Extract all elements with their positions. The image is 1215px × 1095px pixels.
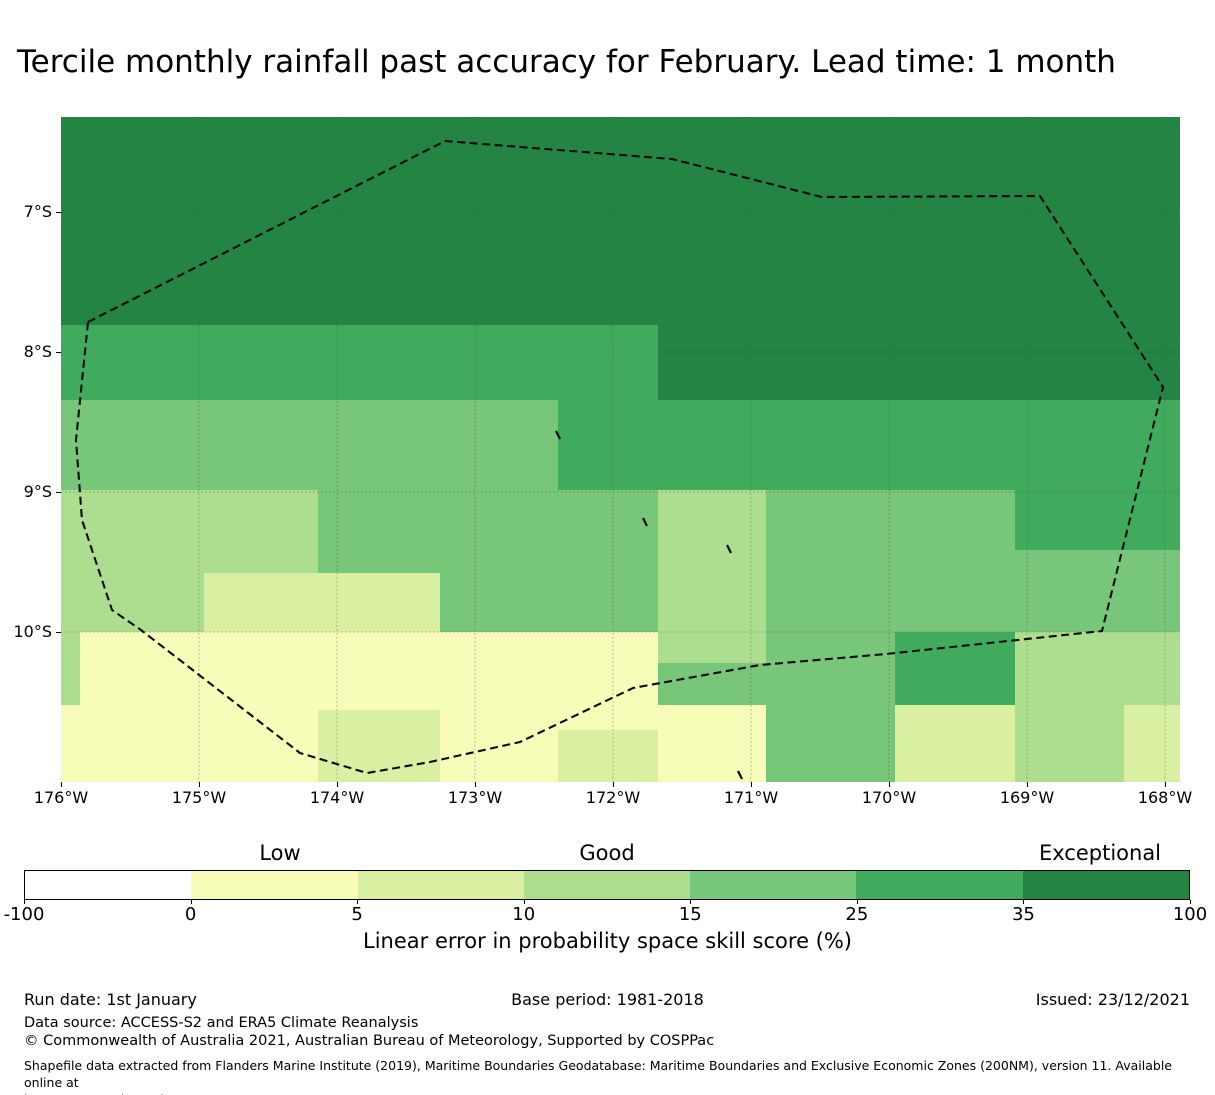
island-mark bbox=[555, 430, 561, 440]
raster-cell bbox=[204, 573, 440, 632]
colorbar-zone-label: Exceptional bbox=[1038, 841, 1162, 865]
raster-cell bbox=[61, 632, 80, 705]
island-marks bbox=[555, 430, 743, 780]
x-tick-mark bbox=[475, 782, 476, 787]
raster-cell bbox=[61, 573, 204, 632]
raster-cell bbox=[658, 705, 766, 782]
issued-date-text: Issued: 23/12/2021 bbox=[1035, 990, 1190, 1009]
x-tick-label: 176°W bbox=[33, 788, 89, 807]
raster-cell bbox=[61, 325, 658, 400]
raster-cell bbox=[658, 325, 1180, 400]
raster-cell bbox=[80, 632, 440, 710]
x-tick-mark bbox=[1165, 782, 1166, 787]
y-tick-label: 7°S bbox=[23, 202, 52, 221]
colorbar-tick-mark bbox=[523, 900, 525, 904]
raster-cell bbox=[61, 117, 1180, 325]
x-tick-mark bbox=[889, 782, 890, 787]
raster-cell bbox=[895, 705, 1015, 782]
raster-cell bbox=[766, 663, 895, 782]
raster-cell bbox=[558, 400, 1015, 490]
raster-cell bbox=[1015, 632, 1124, 782]
raster-cell bbox=[658, 663, 766, 705]
raster-cell bbox=[61, 490, 318, 573]
raster-cell bbox=[318, 710, 440, 782]
base-period-text: Base period: 1981-2018 bbox=[511, 990, 704, 1009]
colorbar-segment-G bbox=[856, 871, 1024, 899]
colorbar bbox=[24, 870, 1190, 900]
colorbar-tick-mark bbox=[1190, 900, 1191, 904]
raster-cell bbox=[440, 573, 658, 632]
colorbar-segment-MG bbox=[690, 871, 858, 899]
raster-cell bbox=[1124, 632, 1180, 705]
y-tick-mark bbox=[56, 352, 61, 353]
colorbar-tick-mark bbox=[24, 900, 25, 904]
colorbar-segment-DG bbox=[1022, 871, 1189, 899]
x-tick-label: 169°W bbox=[999, 788, 1055, 807]
island-mark bbox=[642, 517, 648, 527]
data-source-text: Data source: ACCESS-S2 and ERA5 Climate … bbox=[24, 1015, 419, 1031]
raster-cell bbox=[318, 490, 658, 573]
raster-cell bbox=[1124, 705, 1180, 782]
colorbar-segment-LG bbox=[523, 871, 692, 899]
raster-cell bbox=[895, 632, 1015, 705]
x-tick-mark bbox=[1027, 782, 1028, 787]
y-tick-mark bbox=[56, 212, 61, 213]
y-tick-label: 8°S bbox=[23, 342, 52, 361]
y-tick-label: 10°S bbox=[13, 622, 52, 641]
x-tick-label: 175°W bbox=[171, 788, 227, 807]
skill-score-map bbox=[61, 117, 1180, 782]
x-tick-label: 174°W bbox=[309, 788, 365, 807]
x-tick-mark bbox=[61, 782, 62, 787]
colorbar-tick-mark bbox=[1023, 900, 1025, 904]
map-overlay bbox=[61, 117, 1180, 782]
lat-lon-gridlines bbox=[61, 117, 1180, 782]
colorbar-tick-label: 5 bbox=[351, 904, 363, 925]
island-mark bbox=[726, 544, 732, 554]
island-mark bbox=[737, 770, 743, 780]
raster-cell bbox=[658, 490, 766, 663]
raster-cell bbox=[440, 632, 658, 730]
colorbar-tick-label: 100 bbox=[1172, 904, 1208, 925]
colorbar-tick-label: 10 bbox=[512, 904, 536, 925]
y-tick-mark bbox=[56, 492, 61, 493]
x-tick-mark bbox=[613, 782, 614, 787]
colorbar-tick-mark bbox=[357, 900, 359, 904]
run-date-text: Run date: 1st January bbox=[24, 990, 197, 1009]
colorbar-segment-Y bbox=[191, 871, 359, 899]
colorbar-zone-label: Low bbox=[259, 841, 301, 865]
eez-boundary-line bbox=[74, 139, 1165, 775]
colorbar-tick-mark bbox=[856, 900, 858, 904]
x-tick-label: 172°W bbox=[585, 788, 641, 807]
colorbar-zone-label: Good bbox=[579, 841, 635, 865]
colorbar-tick-label: 0 bbox=[184, 904, 197, 925]
x-tick-label: 173°W bbox=[447, 788, 503, 807]
colorbar-tick-label: 15 bbox=[678, 904, 702, 925]
colorbar-tick-mark bbox=[190, 900, 192, 904]
y-tick-label: 9°S bbox=[23, 482, 52, 501]
raster-cell bbox=[558, 730, 658, 782]
colorbar-segment-W bbox=[25, 871, 193, 899]
x-tick-mark bbox=[337, 782, 338, 787]
raster-cell bbox=[61, 705, 80, 782]
colorbar-tick-label: -100 bbox=[3, 904, 45, 925]
colorbar-tick-label: 35 bbox=[1011, 904, 1035, 925]
chart-title: Tercile monthly rainfall past accuracy f… bbox=[17, 44, 1116, 80]
copyright-text: © Commonwealth of Australia 2021, Austra… bbox=[24, 1033, 715, 1049]
raster-cell bbox=[1015, 550, 1180, 632]
x-tick-label: 168°W bbox=[1137, 788, 1193, 807]
y-tick-mark bbox=[56, 632, 61, 633]
x-tick-label: 170°W bbox=[861, 788, 917, 807]
colorbar-axis-label: Linear error in probability space skill … bbox=[363, 929, 852, 953]
x-tick-mark bbox=[199, 782, 200, 787]
colorbar-tick-label: 25 bbox=[845, 904, 869, 925]
x-tick-label: 171°W bbox=[723, 788, 779, 807]
colorbar-tick-mark bbox=[690, 900, 692, 904]
x-tick-mark bbox=[751, 782, 752, 787]
colorbar-segment-YG bbox=[357, 871, 525, 899]
shapefile-attribution-text: Shapefile data extracted from Flanders M… bbox=[24, 1058, 1172, 1095]
